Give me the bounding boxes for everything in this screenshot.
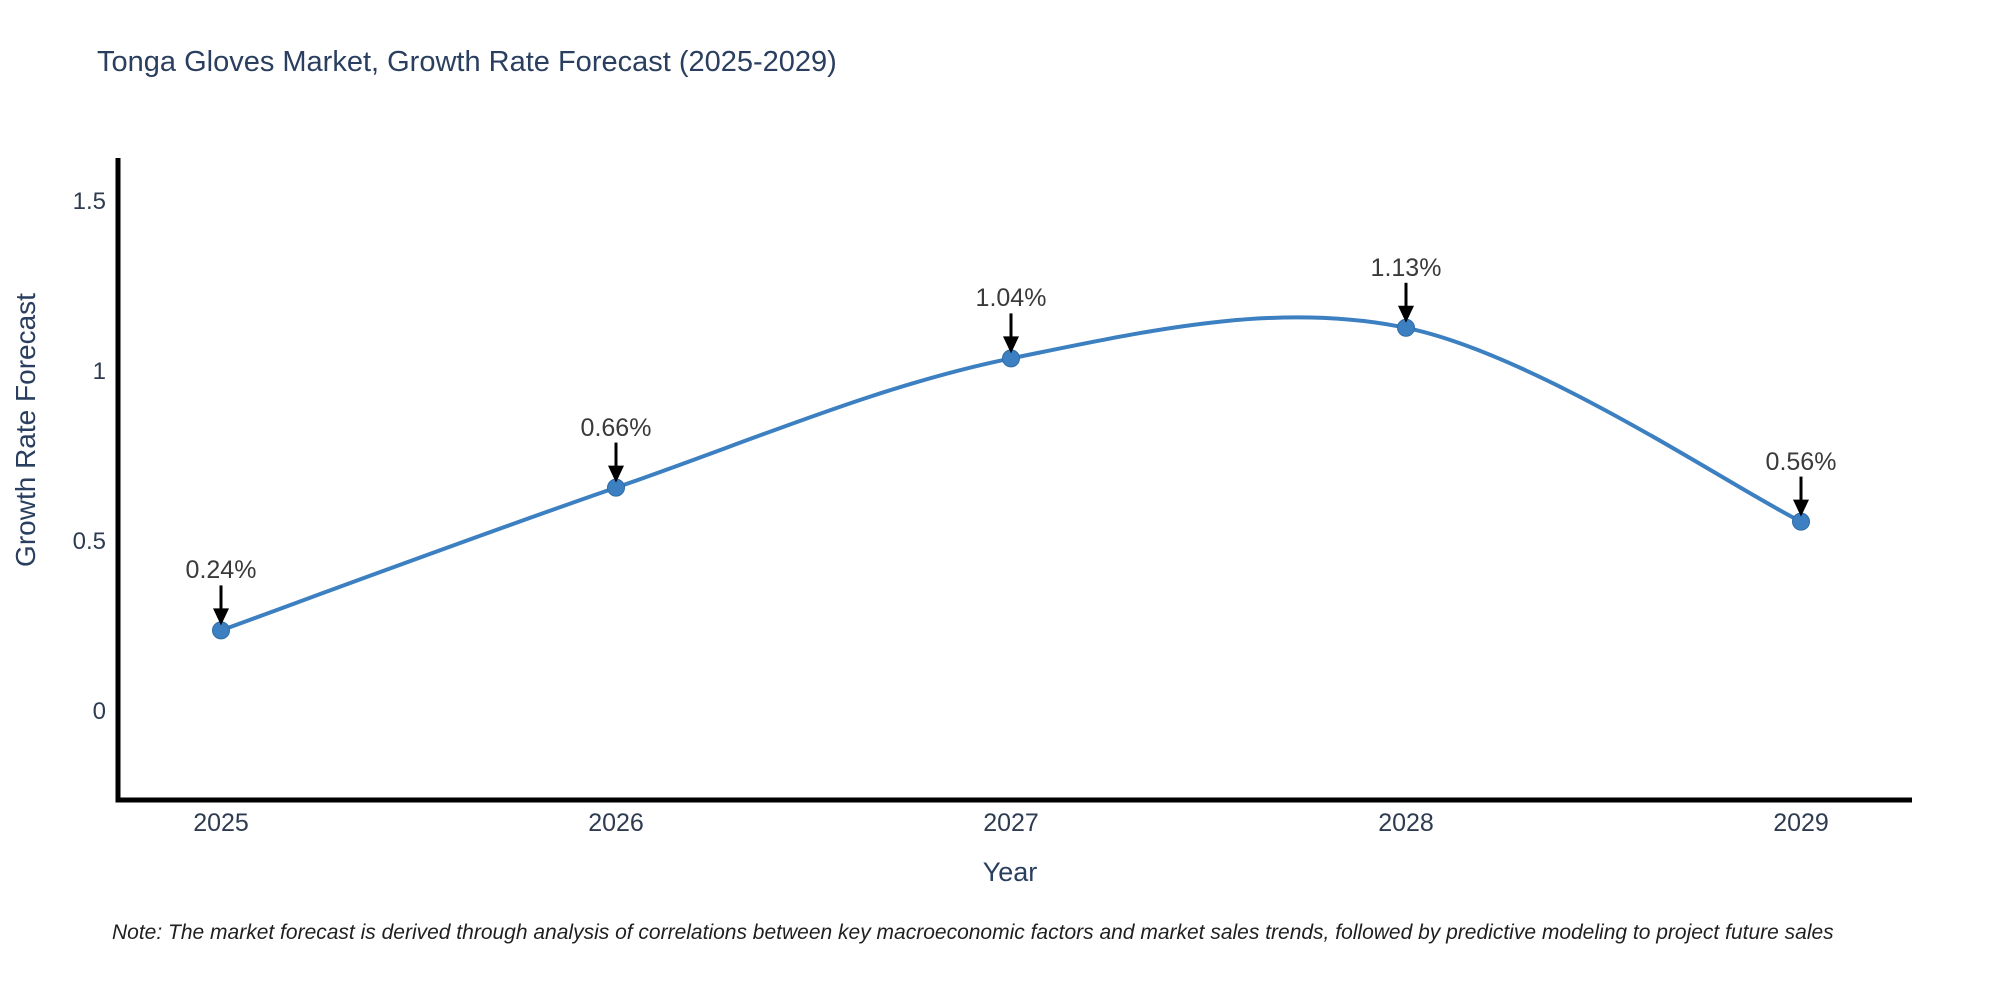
annotation-arrow-head <box>608 465 624 483</box>
point-label-2028: 1.13% <box>1370 253 1442 282</box>
point-label-2025: 0.24% <box>185 556 257 585</box>
x-axis-title: Year <box>982 857 1038 887</box>
annotation-arrow-head <box>1003 336 1019 354</box>
point-label-2027: 1.04% <box>975 284 1047 313</box>
point-label-2029: 0.56% <box>1765 447 1837 476</box>
point-label-2026: 0.66% <box>580 413 652 442</box>
y-tick-label-0: 0 <box>92 698 106 725</box>
y-tick-label-1: 1 <box>92 358 106 385</box>
y-axis-title: Growth Rate Forecast <box>10 293 41 567</box>
annotation-arrow-head <box>213 608 229 626</box>
x-tick-label-2028: 2028 <box>1378 809 1434 837</box>
y-tick-label-1.5: 1.5 <box>72 188 106 215</box>
x-tick-label-2027: 2027 <box>983 809 1039 837</box>
annotation-arrow-head <box>1793 499 1809 517</box>
annotation-arrow-head <box>1398 305 1414 323</box>
x-tick-label-2026: 2026 <box>588 809 644 837</box>
footnote: Note: The market forecast is derived thr… <box>112 921 1834 944</box>
chart-title: Tonga Gloves Market, Growth Rate Forecas… <box>97 46 837 78</box>
y-tick-label-0.5: 0.5 <box>72 528 106 555</box>
x-tick-label-2025: 2025 <box>193 809 249 837</box>
x-tick-label-2029: 2029 <box>1773 809 1829 837</box>
